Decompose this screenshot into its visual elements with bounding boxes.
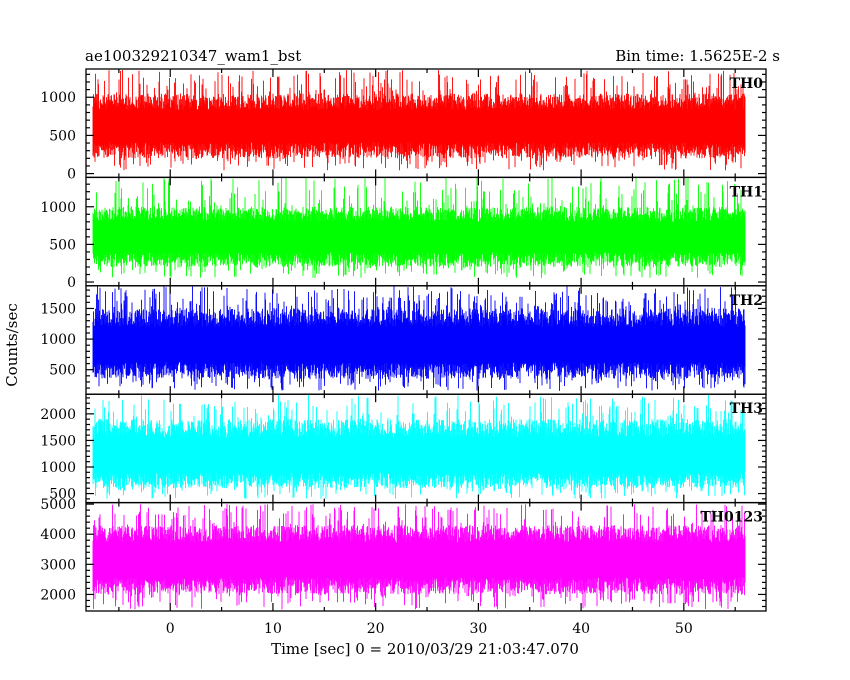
y-tick-label: 5000 [40,497,76,513]
chart-title: ae100329210347_wam1_bst [85,47,301,65]
panel-label-th3: TH3 [730,401,763,417]
y-tick-label: 500 [49,237,76,253]
y-tick-label: 1500 [40,301,76,317]
series-trace-th0 [92,70,746,171]
series-trace-th1 [92,177,746,279]
panel-frame-th0123 [85,501,767,612]
y-axis-label: Counts/sec [3,303,21,387]
y-tick-label: 4000 [40,527,76,543]
series-trace-th3 [92,394,746,499]
x-tick-label: 30 [469,621,487,637]
y-tick-label: 2000 [40,407,76,423]
y-tick-label: 500 [49,363,76,379]
y-tick-label: 500 [49,487,76,503]
x-tick-label: 20 [367,621,385,637]
panel-label-th0123: TH0123 [700,510,763,526]
y-tick-label: 1500 [40,433,76,449]
y-tick-label: 3000 [40,557,76,573]
y-tick-label: 0 [67,275,76,291]
y-tick-label: 1000 [40,90,76,106]
panel-label-th0: TH0 [730,76,764,92]
y-tick-label: 1000 [40,460,76,476]
x-tick-label: 10 [264,621,282,637]
y-tick-label: 1000 [40,200,76,216]
x-tick-label: 40 [572,621,590,637]
bin-time-label: Bin time: 1.5625E-2 s [615,47,780,65]
series-trace-th0123 [92,504,746,610]
x-tick-label: 50 [675,621,693,637]
x-axis-label: Time [sec] 0 = 2010/03/29 21:03:47.070 [271,640,579,658]
panel-label-th1: TH1 [730,184,763,200]
y-tick-label: 1000 [40,332,76,348]
panels-group: 05001000TH005001000TH150010001500TH25001… [40,68,767,637]
y-tick-label: 0 [67,167,76,183]
y-tick-label: 2000 [40,587,76,603]
panel-label-th2: TH2 [730,293,763,309]
x-tick-label: 0 [166,621,175,637]
y-tick-label: 500 [49,128,76,144]
series-trace-th2 [92,285,746,391]
